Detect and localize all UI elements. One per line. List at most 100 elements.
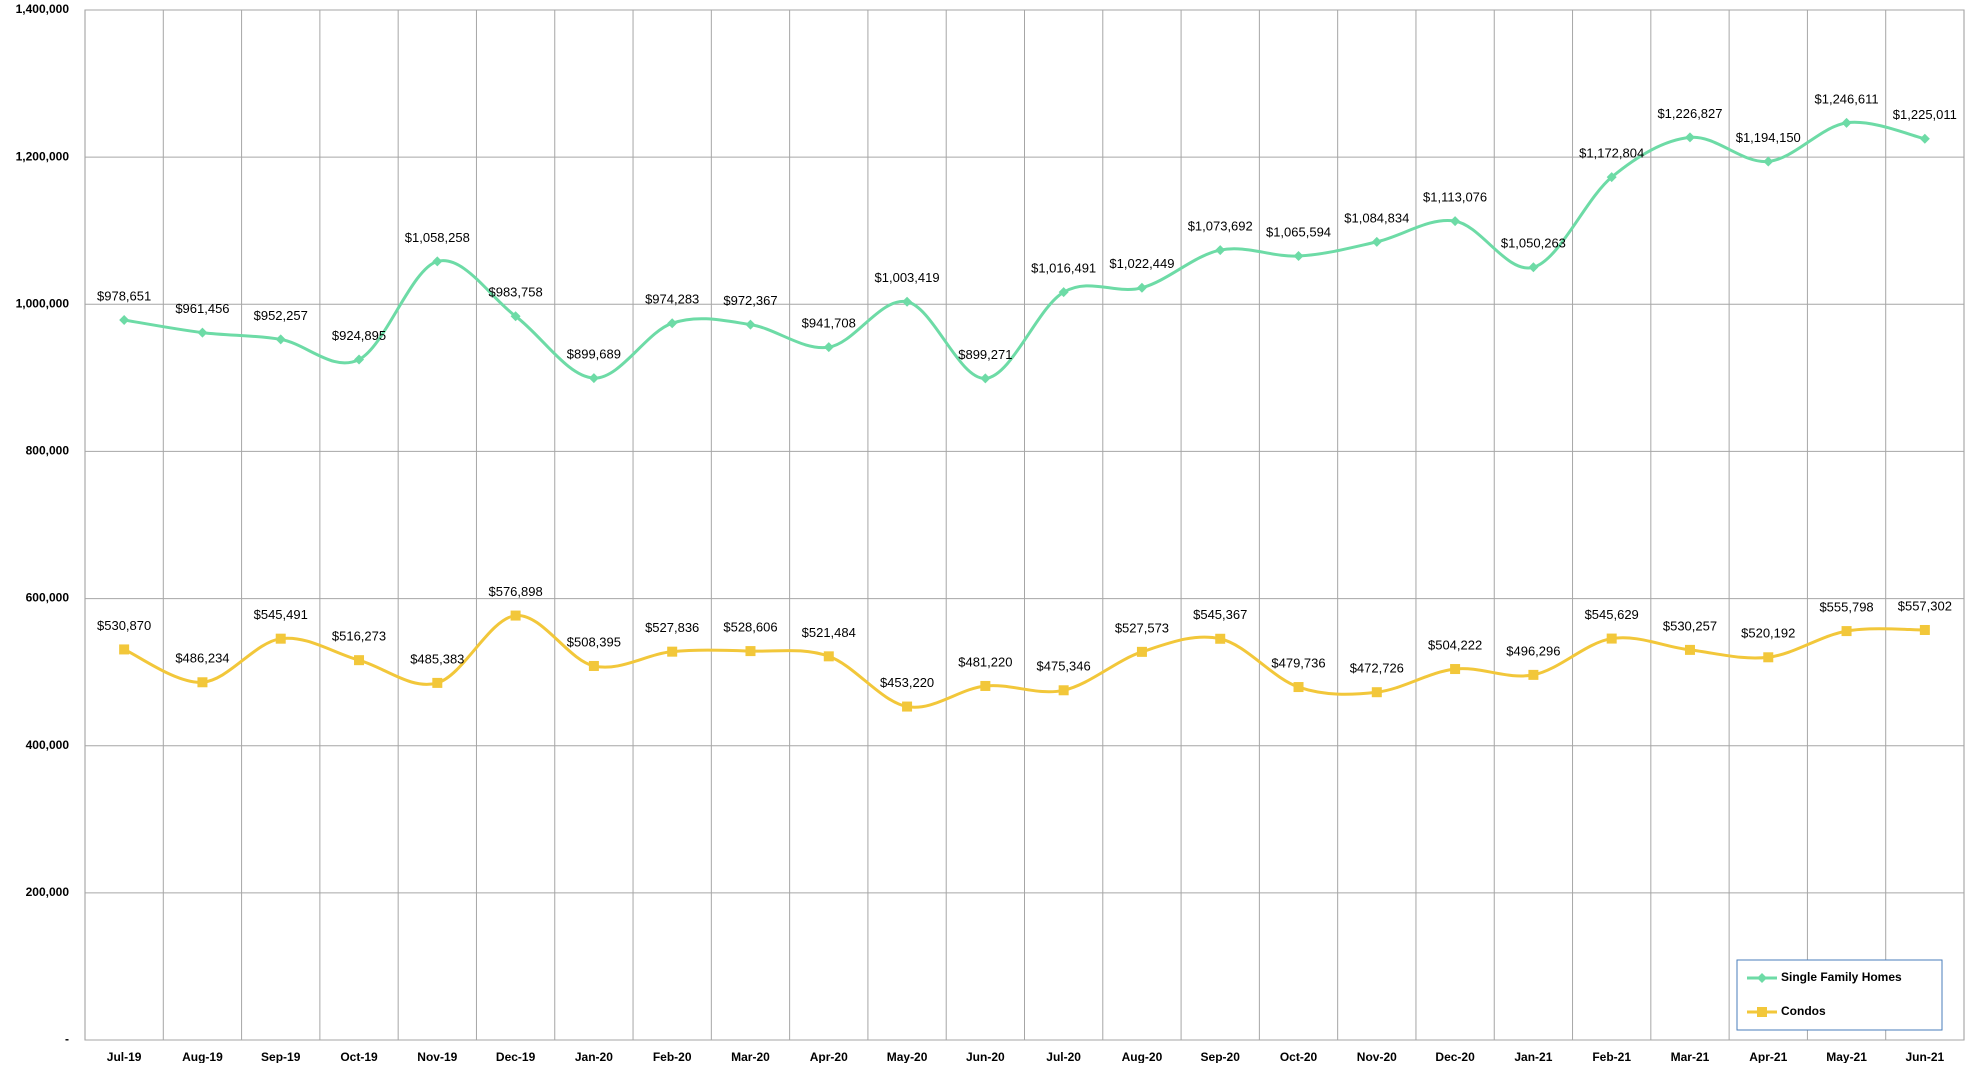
x-tick-label: Jan-20: [575, 1050, 613, 1063]
data-label: $1,084,834: [1344, 210, 1409, 225]
data-point: [1215, 245, 1226, 256]
x-tick-label: Feb-20: [653, 1050, 692, 1063]
x-tick-label: Dec-20: [1435, 1050, 1475, 1063]
data-label: $952,257: [254, 308, 308, 323]
data-label: $1,073,692: [1188, 219, 1253, 234]
data-point: [902, 701, 913, 712]
data-label: $485,383: [410, 651, 464, 666]
data-label: $978,651: [97, 288, 151, 303]
x-tick-label: Aug-19: [182, 1050, 223, 1063]
data-point: [1450, 664, 1461, 675]
data-label: $1,050,263: [1501, 236, 1566, 251]
data-label: $516,273: [332, 629, 386, 644]
x-tick-label: Sep-20: [1201, 1050, 1241, 1063]
data-label: $557,302: [1898, 598, 1952, 613]
x-tick-label: May-20: [887, 1050, 928, 1063]
x-tick-label: Mar-20: [731, 1050, 770, 1063]
data-label: $527,573: [1115, 620, 1169, 635]
y-tick-label: 1,000,000: [16, 296, 70, 310]
data-label: $576,898: [488, 584, 542, 599]
data-point: [1293, 682, 1304, 693]
x-tick-label: Apr-21: [1749, 1050, 1787, 1063]
data-label: $528,606: [723, 620, 777, 635]
data-label: $475,346: [1037, 659, 1091, 674]
x-tick-label: Jun-21: [1906, 1050, 1945, 1063]
data-point: [1919, 133, 1930, 144]
data-point: [1684, 132, 1695, 143]
x-tick-label: Jan-21: [1514, 1050, 1552, 1063]
data-point: [1684, 644, 1695, 655]
data-point: [1528, 669, 1539, 680]
data-point: [432, 256, 443, 267]
data-label: $1,065,594: [1266, 224, 1331, 239]
x-tick-label: Feb-21: [1592, 1050, 1631, 1063]
data-label: $496,296: [1506, 643, 1560, 658]
x-tick-label: May-21: [1826, 1050, 1867, 1063]
y-tick-label: 400,000: [26, 738, 70, 752]
x-tick-label: Dec-19: [496, 1050, 536, 1063]
data-point: [510, 311, 521, 322]
data-label: $530,870: [97, 618, 151, 633]
data-label: $545,629: [1585, 607, 1639, 622]
data-point: [980, 373, 991, 384]
x-tick-label: Aug-20: [1122, 1050, 1163, 1063]
data-point: [432, 677, 443, 688]
data-label: $1,246,611: [1815, 91, 1879, 106]
data-label: $983,758: [488, 285, 542, 300]
y-tick-label: 200,000: [26, 885, 70, 899]
data-point: [1058, 685, 1069, 696]
x-tick-label: Oct-20: [1280, 1050, 1318, 1063]
data-label: $521,484: [802, 625, 856, 640]
data-label: $1,194,150: [1736, 130, 1801, 145]
data-label: $972,367: [723, 293, 777, 308]
data-point: [197, 327, 208, 338]
data-label: $1,226,827: [1657, 106, 1722, 121]
x-tick-label: Jul-19: [107, 1050, 142, 1063]
data-point: [902, 296, 913, 307]
data-point: [354, 655, 365, 666]
data-label: $530,257: [1663, 618, 1717, 633]
data-point: [1371, 236, 1382, 247]
data-point: [1763, 156, 1774, 167]
data-point: [980, 680, 991, 691]
data-label: $899,689: [567, 347, 621, 362]
data-point: [667, 318, 678, 329]
data-point: [275, 633, 286, 644]
data-label: $924,895: [332, 328, 386, 343]
data-point: [588, 373, 599, 384]
data-point: [1136, 646, 1147, 657]
data-label: $479,736: [1271, 655, 1325, 670]
data-point: [823, 651, 834, 662]
legend-box: [1736, 959, 1943, 1031]
data-point: [745, 646, 756, 657]
data-point: [745, 319, 756, 330]
data-label: $1,113,076: [1423, 190, 1487, 205]
data-point: [119, 644, 130, 655]
data-label: $472,726: [1350, 661, 1404, 676]
x-tick-label: Jun-20: [966, 1050, 1005, 1063]
data-point: [275, 334, 286, 345]
data-point: [667, 646, 678, 657]
data-point: [119, 314, 130, 325]
data-label: $555,798: [1819, 600, 1873, 615]
data-label: $1,003,419: [875, 270, 940, 285]
data-point: [1841, 626, 1852, 637]
data-label: $1,022,449: [1109, 256, 1174, 271]
data-point: [1606, 633, 1617, 644]
data-point: [823, 342, 834, 353]
data-point: [1528, 262, 1539, 273]
data-point: [1371, 687, 1382, 698]
data-point: [510, 610, 521, 621]
data-point: [354, 354, 365, 365]
x-tick-label: Apr-20: [810, 1050, 848, 1063]
data-label: $481,220: [958, 654, 1012, 669]
data-label: $974,283: [645, 292, 699, 307]
data-point: [1293, 251, 1304, 262]
x-tick-label: Oct-19: [340, 1050, 378, 1063]
y-tick-label: 800,000: [26, 444, 70, 458]
data-label: $941,708: [802, 316, 856, 331]
x-tick-label: Sep-19: [261, 1050, 301, 1063]
data-point: [1763, 652, 1774, 663]
data-point: [1919, 624, 1930, 635]
